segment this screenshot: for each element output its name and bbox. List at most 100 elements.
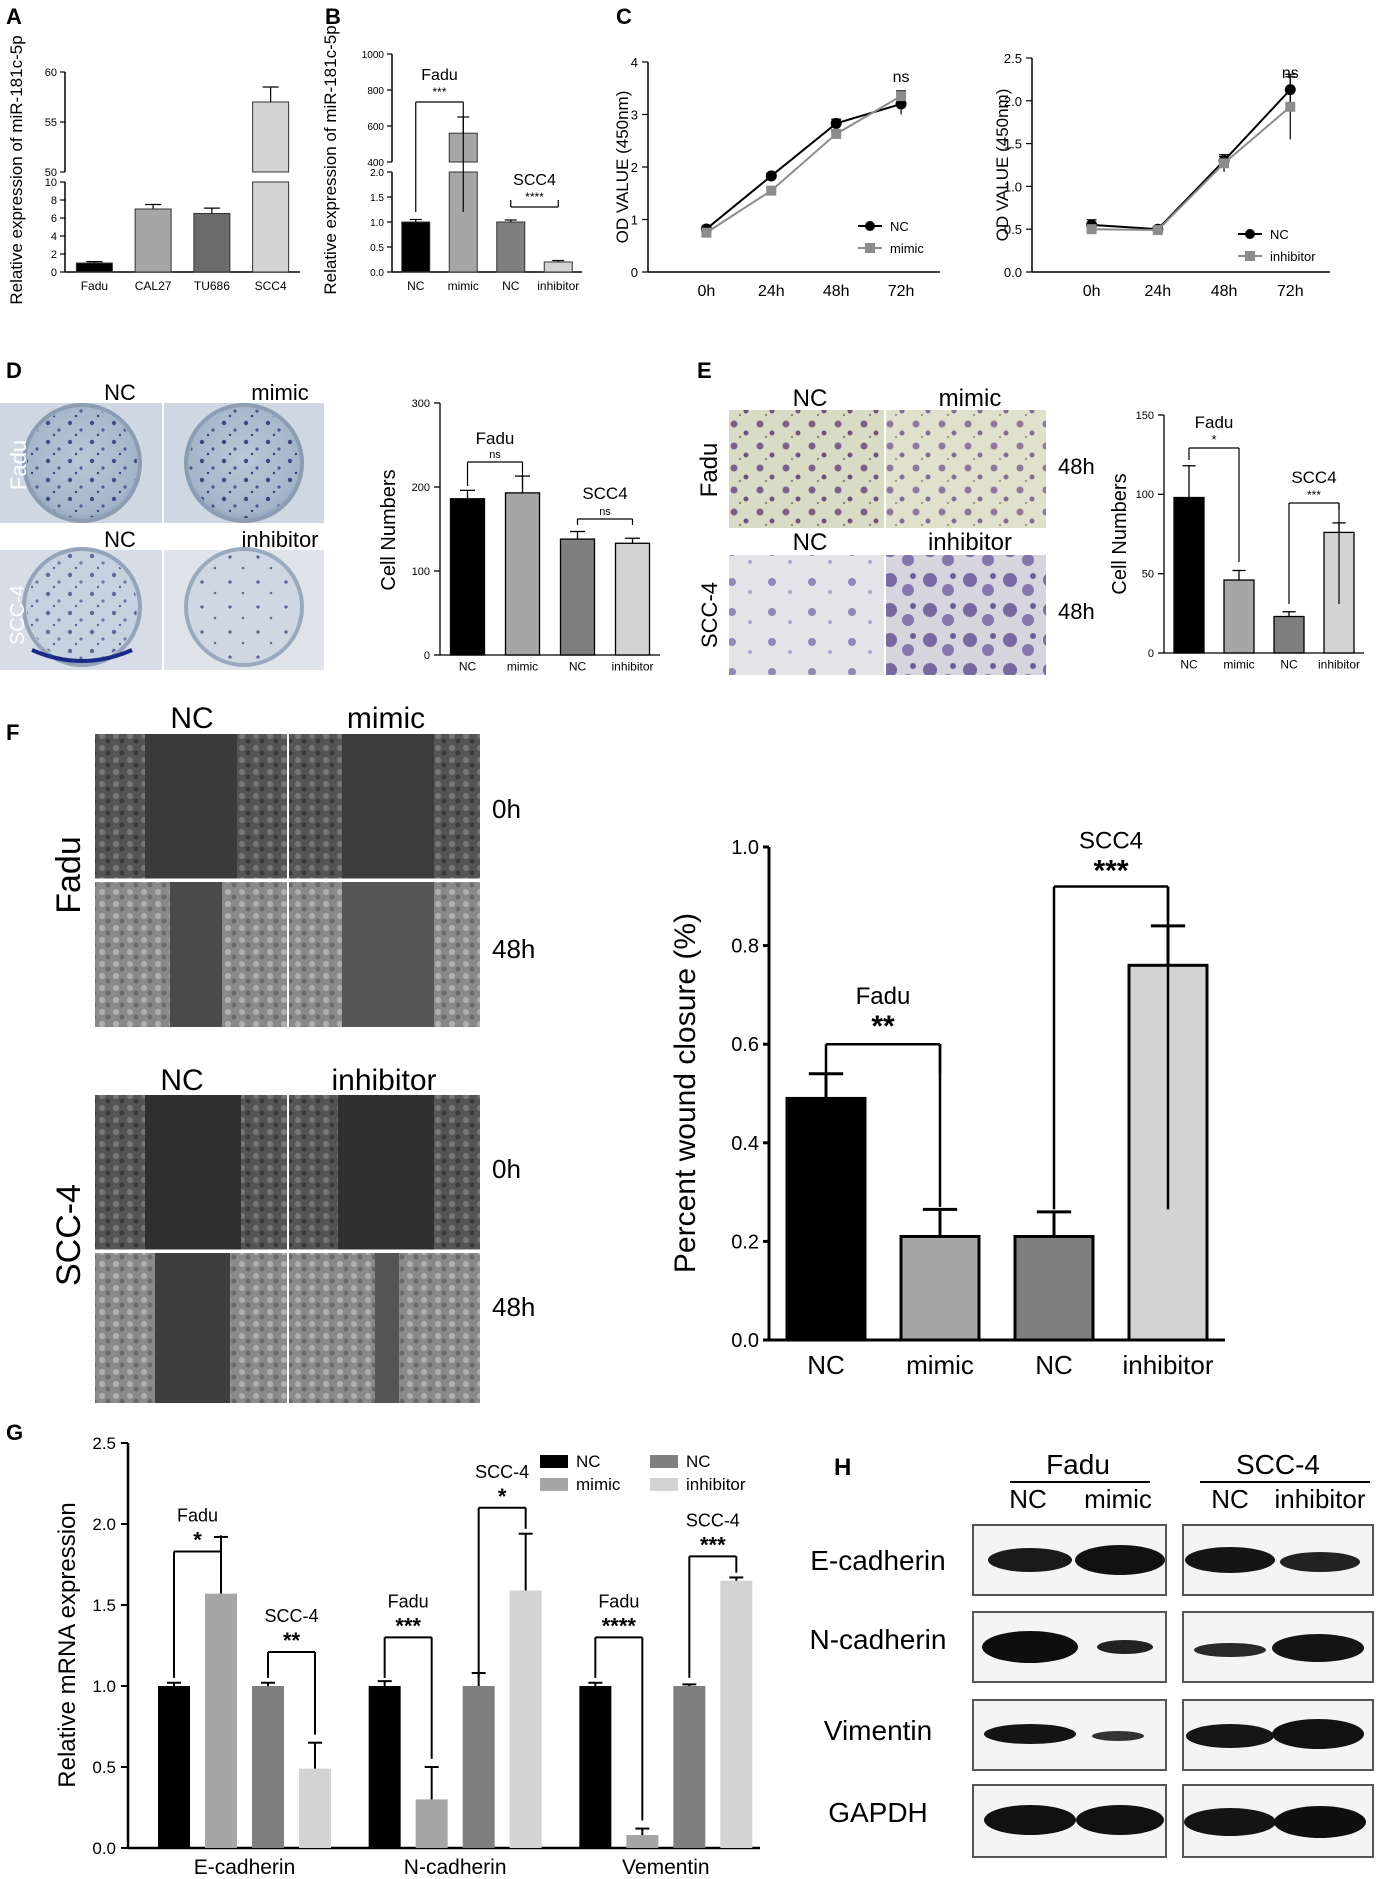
data-point [896,91,907,102]
y-tick-label: 50 [45,167,57,179]
d-col-nc: NC [104,380,136,405]
series-line [705,95,902,234]
y-tick-label: 0 [51,267,57,279]
sig-label: * [498,1484,507,1509]
bar [559,538,596,656]
e-time-48h-1: 48h [1058,454,1095,479]
y-tick-label: 1.0 [92,1677,116,1696]
y-axis-label: Percent wound closure (%) [669,913,702,1273]
chart-f: 0.0 0.2 0.4 0.6 0.8 1.0 NC mimic NC inhibitor Perc… [669,827,1225,1380]
legend-marker [1245,251,1255,261]
chart-d: 0 100 200 300 NC mimic NC inhibitor Cell Numbers… [378,398,660,674]
group-label: SCC-4 [264,1606,318,1626]
legend-label: NC [890,219,909,234]
bar [462,1686,495,1848]
y-tick-label: 0.6 [731,1034,759,1056]
legend-swatch [650,1455,678,1468]
d-row-fadu: Fadu [6,440,31,490]
x-tick-label: Fadu [81,279,108,293]
bar [252,101,290,173]
y-tick-label: 8 [51,195,57,207]
d-row-scc4: SCC-4 [7,585,29,645]
y-tick-label: 0.8 [731,936,759,958]
y-tick-label: 1.5 [1004,137,1022,152]
sig-label: ns [489,449,501,461]
e-row-fadu: Fadu [696,443,723,498]
y-tick-label: 200 [412,482,430,494]
panel-label-c: C [616,4,632,29]
sig-label: *** [395,1613,421,1638]
x-tick-label: Vementin [622,1856,710,1879]
x-tick-label: 0h [698,283,716,300]
sig-label: *** [1307,488,1321,502]
bar [1173,496,1205,654]
y-tick-label: 2.0 [370,168,384,179]
panel-d-images [0,403,324,670]
sig-label: ** [283,1628,301,1653]
group-label: SCC-4 [686,1510,740,1530]
legend-swatch [540,1478,568,1491]
sig-label: * [1211,432,1216,447]
sig-label: ** [871,1010,895,1043]
panel-label-g: G [6,1420,23,1445]
group-label: Fadu [421,67,457,84]
sig-label: ns [893,69,910,86]
y-tick-label: 0.2 [731,1231,759,1253]
sig-label: ns [599,506,611,518]
bar [720,1580,753,1848]
sig-label: *** [432,85,446,99]
chart-c-right: 0.0 0.5 1.0 1.5 2.0 2.5 0h 24h 48h 72h OD VALUE (4… [993,51,1330,300]
bar [626,1835,659,1848]
h-col-nc: NC [1009,1484,1047,1514]
x-tick-label: inhibitor [537,279,579,293]
sig-label: * [193,1528,202,1553]
chart-g: 0.0 0.5 1.0 1.5 2.0 2.5 Relative mRNA expressi… [54,1434,760,1879]
d-col-nc2: NC [104,527,136,552]
y-tick-label: 0.0 [92,1839,116,1858]
y-tick-label: 0.0 [370,268,384,279]
group-label: SCC4 [1079,827,1143,854]
e-col-mimic: mimic [939,385,1002,412]
panel-label-f: F [6,720,19,745]
d-col-mimic: mimic [251,380,308,405]
legend-swatch [540,1455,568,1468]
x-tick-label: N-cadherin [404,1856,507,1879]
data-point [701,227,712,238]
transwell-fadu-nc [729,410,884,528]
legend-marker [1245,229,1255,239]
series-line [1091,106,1291,232]
e-col-inhibitor: inhibitor [928,529,1012,556]
legend-label: inhibitor [1270,249,1316,264]
h-col-inhibitor: inhibitor [1274,1484,1365,1514]
bar [1273,615,1305,654]
transwell-scc4-inhibitor [886,555,1046,675]
group-label: SCC-4 [475,1462,529,1482]
transwell-fadu-mimic [886,410,1046,528]
bar [509,1590,542,1848]
x-tick-label: NC [459,660,477,674]
y-tick-label: 100 [1136,489,1154,501]
bar [415,1799,448,1848]
chart-e: 0 50 100 150 NC mimic NC inhibitor Cell Numbers *… [1109,410,1364,672]
x-tick-label: inhibitor [1122,1350,1213,1380]
h-col-mimic: mimic [1084,1484,1152,1514]
y-tick-label: 600 [367,122,384,133]
x-tick-label: E-cadherin [194,1856,296,1879]
x-tick-label: 72h [1277,283,1304,300]
y-tick-label: 0.5 [1004,222,1022,237]
x-tick-label: 24h [1144,283,1171,300]
data-point [831,128,842,139]
bar [252,181,290,273]
x-tick-label: inhibitor [1318,658,1360,672]
y-tick-label: 0 [424,650,430,662]
group-label: SCC4 [513,172,556,189]
y-tick-label: 4 [51,231,57,243]
y-tick-label: 0.4 [731,1133,759,1155]
f-time-0h-1: 0h [492,794,521,824]
f-time-48h-2: 48h [492,1292,535,1322]
h-row-ecadherin: E-cadherin [810,1545,945,1576]
bar [614,542,651,656]
x-tick-label: NC [569,660,587,674]
